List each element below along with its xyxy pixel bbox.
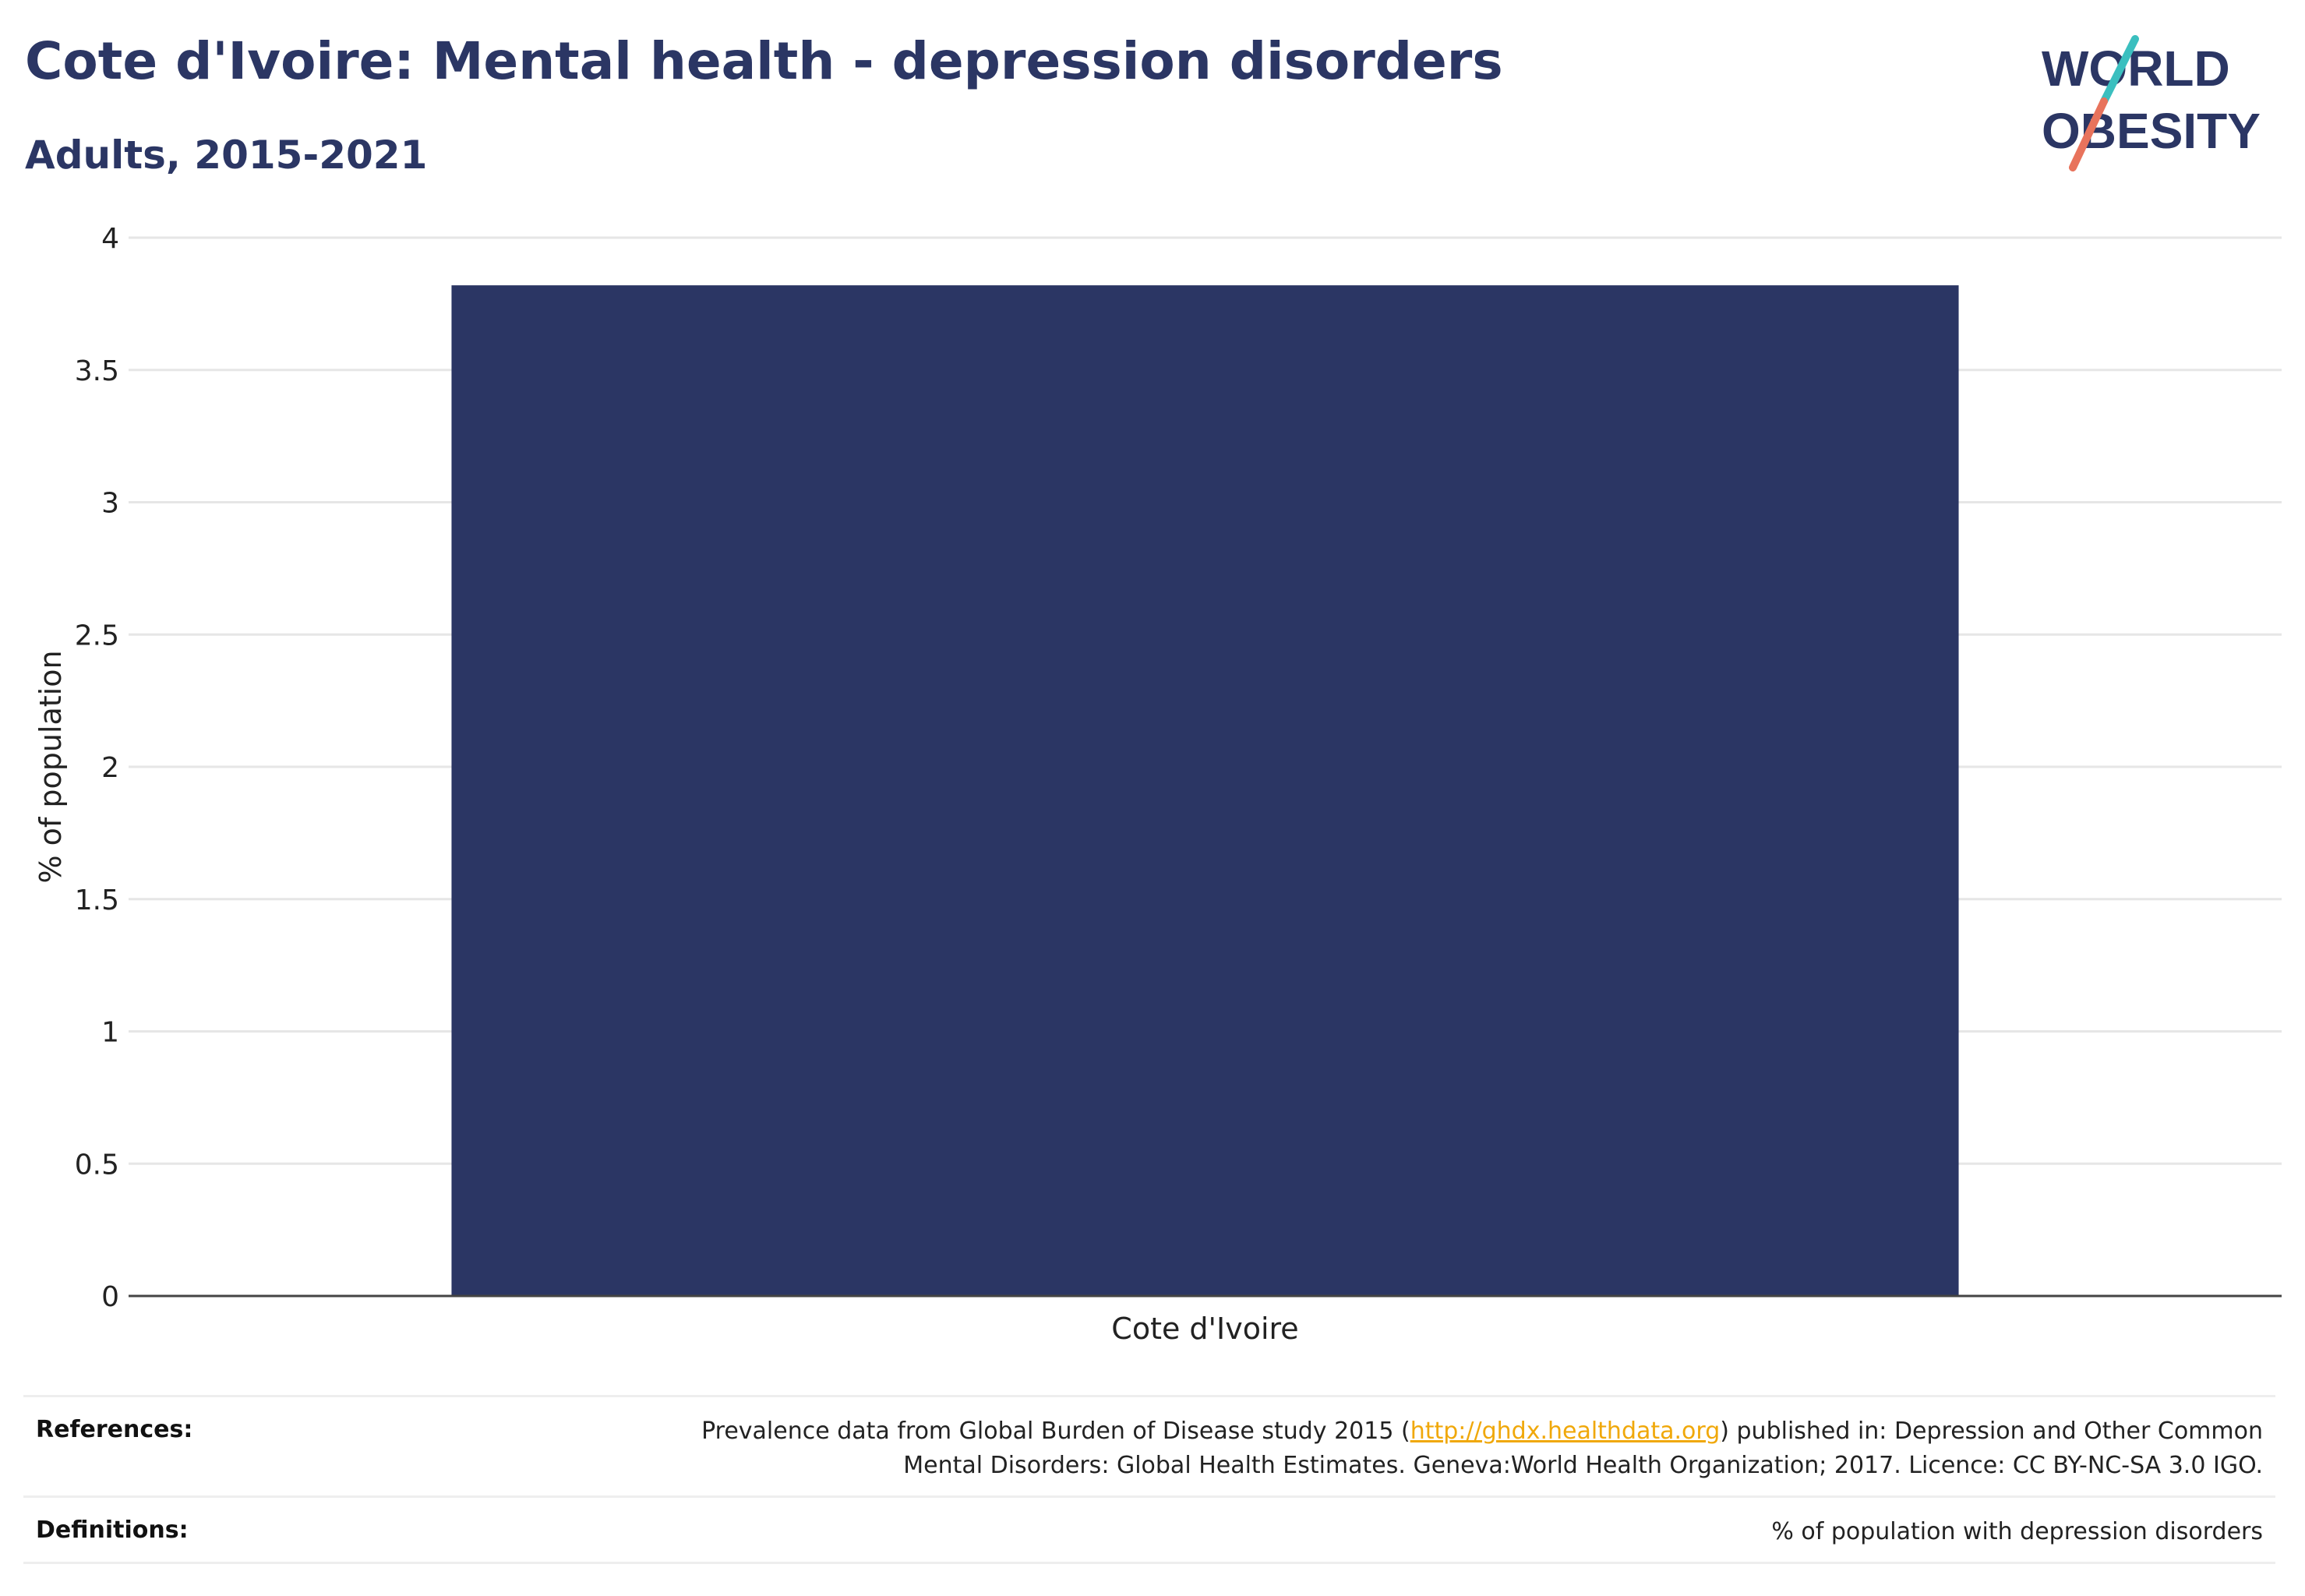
- y-tick-label: 0: [101, 1281, 119, 1313]
- y-tick-label: 2.5: [75, 620, 119, 651]
- bar-chart: 0 0.5 1 1.5 2 2.5 3 3.5 4 Cote d'Ivoire % of pop…: [34, 223, 2282, 1346]
- bar: [451, 285, 1959, 1296]
- definitions-label: Definitions:: [36, 1517, 189, 1544]
- y-tick-label: 4: [101, 223, 119, 255]
- references-link[interactable]: http://ghdx.healthdata.org: [1410, 1418, 1721, 1445]
- y-tick-labels: 0 0.5 1 1.5 2 2.5 3 3.5 4: [75, 223, 119, 1313]
- chart-subtitle: Adults, 2015-2021: [25, 132, 428, 178]
- references-row: References: Prevalence data from Global …: [23, 1395, 2275, 1495]
- y-tick-label: 1.5: [75, 885, 119, 916]
- logo-text-world: WORLD: [2042, 41, 2230, 97]
- y-axis-label: % of population: [34, 650, 68, 883]
- references-label: References:: [36, 1416, 193, 1443]
- chart-footer: References: Prevalence data from Global …: [23, 1395, 2275, 1564]
- bars: [451, 285, 1959, 1296]
- y-tick-label: 1: [101, 1017, 119, 1049]
- logo-slash-teal: [2100, 35, 2139, 105]
- x-tick-label: Cote d'Ivoire: [1111, 1312, 1298, 1346]
- definitions-text: % of population with depression disorder…: [1771, 1518, 2263, 1545]
- world-obesity-logo: WORLD OBESITY: [2042, 35, 2261, 171]
- y-tick-label: 3: [101, 488, 119, 520]
- x-tick-labels: Cote d'Ivoire: [1111, 1312, 1298, 1346]
- y-tick-label: 2: [101, 752, 119, 784]
- y-tick-label: 3.5: [75, 355, 119, 387]
- chart-title: Cote d'Ivoire: Mental health - depressio…: [25, 31, 1503, 91]
- logo-slash-coral: [2069, 97, 2108, 171]
- references-text: Prevalence data from Global Burden of Di…: [701, 1418, 2263, 1479]
- y-tick-label: 0.5: [75, 1149, 119, 1181]
- definitions-row: Definitions: % of population with depres…: [23, 1495, 2275, 1564]
